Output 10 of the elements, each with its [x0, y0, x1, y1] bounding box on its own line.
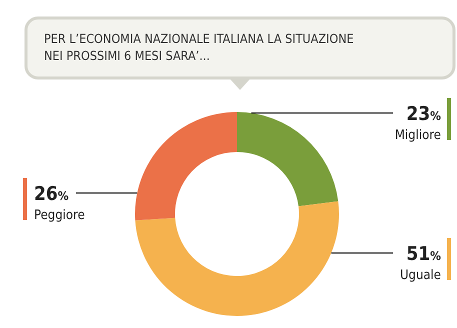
- donut-slice: [135, 201, 339, 316]
- chart-title: PER L’ECONOMIA NAZIONALE ITALIANA LA SITUAZIONE NEI PROSSIMI 6 MESI SARA’...: [44, 31, 354, 63]
- data-label: 23%: [406, 103, 442, 125]
- slice-label: Migliore: [394, 128, 441, 143]
- donut-slice: [237, 112, 338, 206]
- slice-label: Uguale: [400, 268, 441, 283]
- data-label: 51%: [406, 243, 442, 265]
- slice-label: Peggiore: [34, 208, 85, 223]
- donut-slice: [135, 112, 237, 220]
- data-label: 26%: [34, 183, 69, 205]
